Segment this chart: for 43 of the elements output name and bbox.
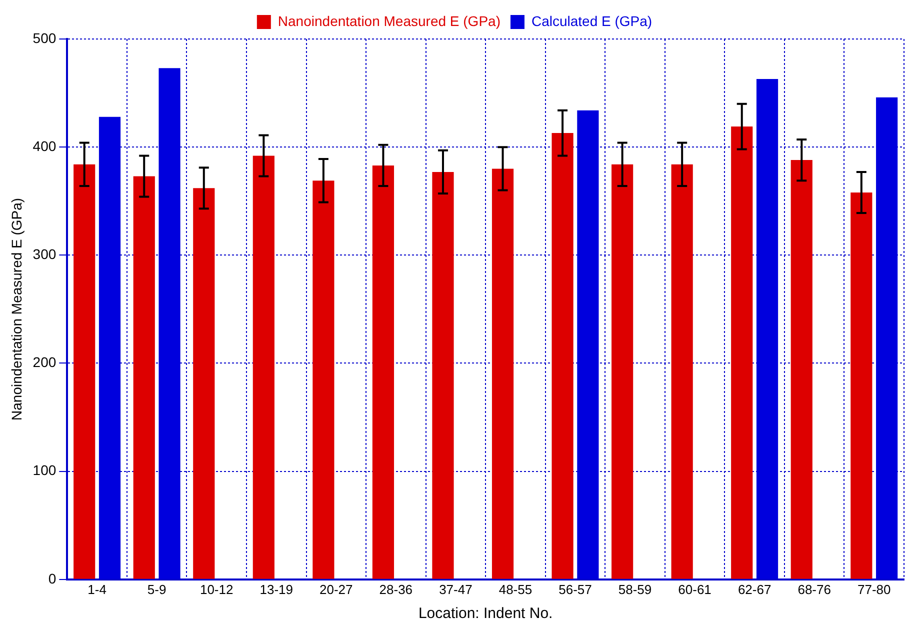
y-tick-label: 100 [32,462,56,478]
y-tick-label: 400 [32,138,56,154]
bar [432,172,454,579]
bar [312,180,334,579]
x-tick-label: 77-80 [857,582,891,597]
x-tick-label: 1-4 [88,582,106,597]
y-tick-label: 200 [32,354,56,370]
bar [552,133,574,579]
bar [790,160,812,579]
bar [876,97,898,579]
x-tick-label: 10-12 [200,582,234,597]
bar [98,116,121,579]
x-tick-label: 13-19 [260,582,293,597]
bar [671,164,693,579]
bar [612,164,634,579]
bar [74,164,96,579]
bar [252,156,274,579]
bar [850,192,872,579]
x-tick-label: 60-61 [678,582,712,597]
x-tick-label: 48-55 [498,582,532,597]
bar [372,165,394,579]
x-tick-label: 5-9 [147,582,166,597]
x-axis-title: Location: Indent No. [418,605,553,622]
bar [731,126,753,579]
y-tick-label: 0 [48,570,56,586]
bar [158,68,180,579]
x-tick-label: 20-27 [320,582,353,597]
bar [577,110,599,579]
legend-label: Nanoindentation Measured E (GPa) [278,12,500,29]
bar [756,78,778,579]
x-tick-label: 56-57 [558,582,592,597]
x-tick-label: 58-59 [618,582,652,597]
bar [133,176,155,579]
y-axis-title: Nanoindentation Measured E (GPa) [8,198,24,420]
y-tick-label: 500 [32,30,56,46]
x-tick-label: 62-67 [738,582,772,597]
y-tick-label: 300 [32,246,56,262]
x-tick-label: 37-47 [439,582,472,597]
x-tick-label: 68-76 [798,582,831,597]
bar [193,188,215,579]
x-tick-label: 28-36 [379,582,413,597]
legend-label: Calculated E (GPa) [531,12,652,29]
bar [492,168,514,579]
